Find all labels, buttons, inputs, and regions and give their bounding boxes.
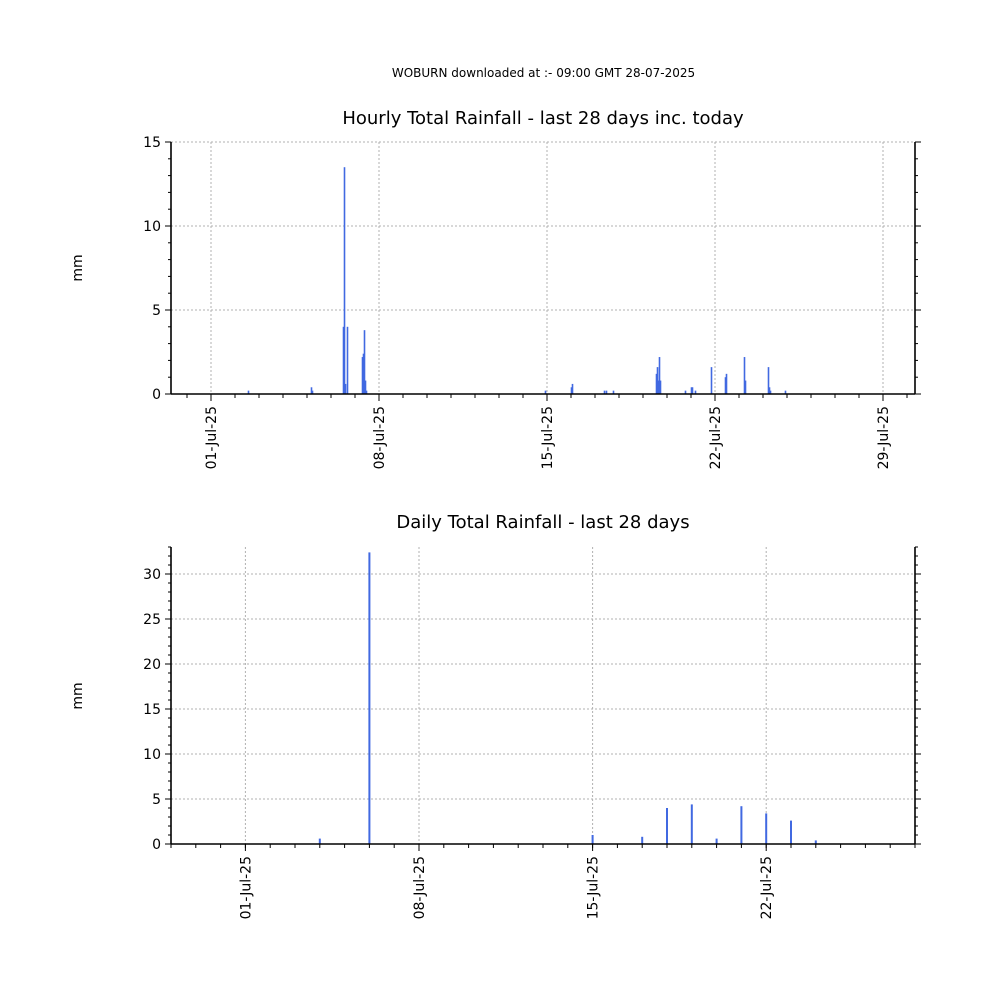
rain-bar — [343, 167, 346, 394]
rain-bar — [768, 387, 771, 394]
rain-bar — [724, 377, 727, 394]
rain-bar — [570, 387, 573, 394]
rain-bar — [362, 353, 365, 394]
rain-bar — [814, 840, 817, 844]
y-tick-label: 15 — [143, 702, 161, 718]
y-tick-label: 20 — [143, 657, 161, 673]
rain-bar — [346, 326, 349, 394]
rain-bar — [311, 390, 314, 394]
rain-bar — [368, 552, 371, 844]
x-tick-label: 15-Jul-25 — [586, 856, 602, 919]
y-axis-label: mm — [70, 682, 86, 709]
y-tick-label: 0 — [152, 837, 161, 853]
x-tick-label: 08-Jul-25 — [372, 406, 388, 469]
y-tick-label: 5 — [152, 792, 161, 808]
rain-bar — [641, 836, 644, 844]
x-tick-label: 01-Jul-25 — [238, 856, 254, 919]
rain-bar — [544, 390, 547, 394]
y-tick-label: 10 — [143, 219, 161, 235]
chart-title: Daily Total Rainfall - last 28 days — [396, 512, 689, 533]
x-tick-label: 15-Jul-25 — [540, 406, 556, 469]
rain-bar — [342, 326, 345, 394]
rain-bar — [318, 838, 321, 844]
rain-bar — [591, 835, 594, 844]
y-tick-label: 0 — [152, 387, 161, 403]
rain-bar — [603, 390, 606, 394]
rain-bar — [694, 390, 697, 394]
rain-bar — [790, 820, 792, 844]
rain-bar — [690, 387, 693, 394]
rain-bar — [361, 357, 364, 394]
rain-bar — [684, 390, 687, 394]
y-axis-label: mm — [70, 254, 86, 281]
rain-bar — [344, 383, 347, 394]
rain-bar — [657, 380, 660, 394]
rain-bar — [725, 373, 728, 394]
rain-bar — [655, 373, 658, 394]
rain-bar — [769, 390, 772, 394]
rain-bar — [710, 367, 713, 394]
rain-bar — [740, 806, 743, 844]
y-tick-label: 15 — [143, 135, 161, 151]
y-tick-label: 10 — [143, 747, 161, 763]
rain-bar — [363, 330, 366, 394]
y-tick-label: 30 — [143, 567, 161, 583]
page-title: WOBURN downloaded at :- 09:00 GMT 28-07-… — [391, 66, 696, 80]
chart-2: Daily Total Rainfall - last 28 days mm 0 5 1… — [70, 512, 921, 919]
rain-bar — [612, 390, 615, 394]
rain-bar — [715, 838, 718, 844]
x-tick-label: 08-Jul-25 — [412, 856, 428, 919]
rain-bar — [310, 387, 313, 394]
rain-bar — [571, 383, 574, 394]
rain-bar — [605, 390, 608, 394]
x-tick-label: 22-Jul-25 — [708, 406, 724, 469]
rain-bar — [784, 390, 787, 394]
rain-bar — [765, 813, 768, 844]
rain-bar — [690, 804, 693, 844]
rain-bar — [656, 367, 659, 394]
rain-bar — [659, 380, 662, 394]
y-tick-label: 5 — [152, 303, 161, 319]
rain-bar — [744, 380, 747, 394]
rain-bar — [666, 808, 668, 844]
rain-bar — [247, 390, 250, 394]
chart-title: Hourly Total Rainfall - last 28 days inc… — [342, 108, 744, 129]
y-tick-label: 25 — [143, 612, 161, 628]
x-tick-label: 01-Jul-25 — [204, 406, 220, 469]
chart-1: Hourly Total Rainfall - last 28 days inc… — [70, 108, 921, 469]
rain-bar — [767, 367, 770, 394]
rain-bar — [658, 357, 661, 394]
rain-bar — [365, 390, 368, 394]
x-tick-label: 22-Jul-25 — [759, 856, 775, 919]
x-tick-label: 29-Jul-25 — [876, 406, 892, 469]
rain-bar — [691, 387, 694, 394]
rain-bar — [743, 357, 746, 394]
rain-bar — [364, 380, 367, 394]
